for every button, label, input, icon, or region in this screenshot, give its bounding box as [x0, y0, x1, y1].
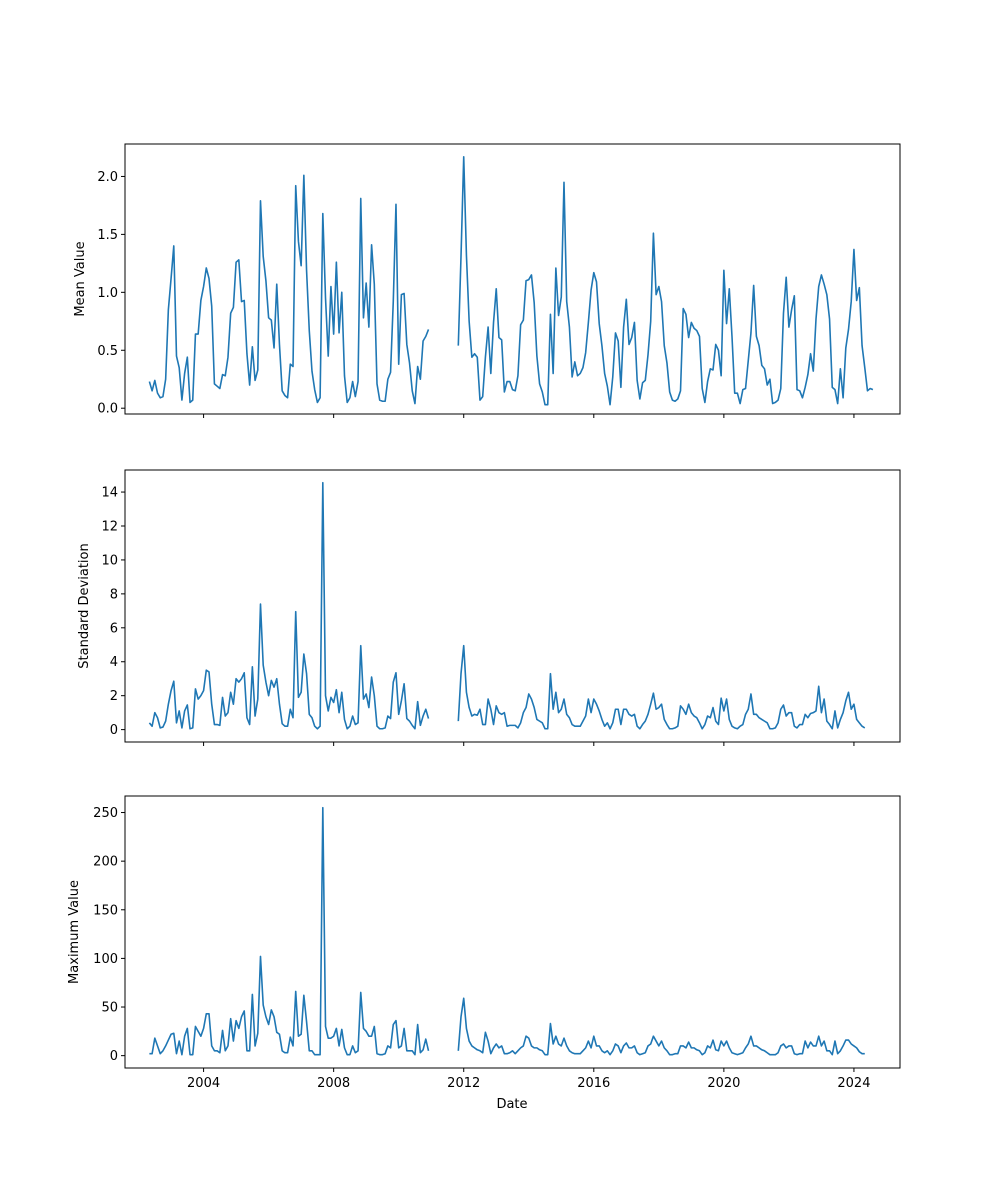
max-xtick-label: 2024	[837, 1076, 870, 1091]
max-series-line-segment-2	[457, 997, 865, 1056]
panel-mean: 0.0 0.5 1.0 1.5 2.0 Mean Value	[73, 143, 901, 418]
mean-ytick-label: 0.5	[97, 344, 118, 359]
max-xtick-label: 2008	[317, 1076, 350, 1091]
max-ylabel: Maximum Value	[67, 880, 82, 984]
max-ytick-label: 0	[110, 1049, 118, 1064]
mean-ytick-label: 0.0	[97, 402, 118, 417]
mean-ytick-label: 2.0	[97, 170, 118, 185]
max-series-line-segment-1	[149, 806, 430, 1056]
max-xtick-label: 2020	[707, 1076, 740, 1091]
max-ytick-label: 50	[101, 1001, 118, 1016]
std-ytick-label: 6	[110, 621, 118, 636]
std-ytick-label: 0	[110, 723, 118, 738]
max-xtick-label: 2012	[447, 1076, 480, 1091]
std-xticks	[203, 742, 855, 746]
mean-line-layer	[148, 155, 874, 406]
max-xtick-label: 2016	[577, 1076, 610, 1091]
max-ytick-label: 150	[93, 903, 118, 918]
std-ytick-label: 14	[101, 486, 118, 501]
max-ytick-label: 250	[93, 806, 118, 821]
mean-ylabel: Mean Value	[73, 241, 88, 316]
std-ytick-label: 12	[101, 519, 118, 534]
std-series-line-segment-2	[457, 644, 866, 730]
max-xticks: 2004 2008 2012 2016 2020 2024	[187, 1068, 870, 1091]
max-plot-frame	[124, 795, 901, 1069]
std-line-layer	[148, 481, 866, 730]
std-ytick-label: 2	[110, 689, 118, 704]
mean-yticks: 0.0 0.5 1.0 1.5 2.0	[97, 170, 125, 417]
panel-max: 0 50 100 150 200 250 2004 2008 2012 2016 2020 2024…	[67, 795, 901, 1112]
std-yticks: 0 2 4 6 8 10 12 14	[101, 486, 125, 738]
max-ytick-label: 100	[93, 952, 118, 967]
max-yticks: 0 50 100 150 200 250	[93, 806, 125, 1064]
mean-series-line-segment-1	[148, 174, 430, 405]
mean-plot-frame	[124, 143, 901, 415]
std-ytick-label: 10	[101, 553, 118, 568]
max-ytick-label: 200	[93, 855, 118, 870]
max-line-layer	[149, 806, 865, 1056]
mean-series-line-segment-2	[457, 155, 874, 406]
std-ylabel: Standard Deviation	[77, 543, 92, 668]
mean-ytick-label: 1.0	[97, 286, 118, 301]
std-plot-frame	[124, 469, 901, 743]
max-xtick-label: 2004	[187, 1076, 220, 1091]
std-series-line-segment-1	[148, 481, 430, 730]
std-ytick-label: 8	[110, 587, 118, 602]
panel-std: 0 2 4 6 8 10 12 14 Standard Deviation	[77, 469, 901, 746]
mean-ytick-label: 1.5	[97, 228, 118, 243]
max-xlabel: Date	[496, 1097, 527, 1112]
std-ytick-label: 4	[110, 655, 118, 670]
mean-xticks	[203, 414, 855, 418]
